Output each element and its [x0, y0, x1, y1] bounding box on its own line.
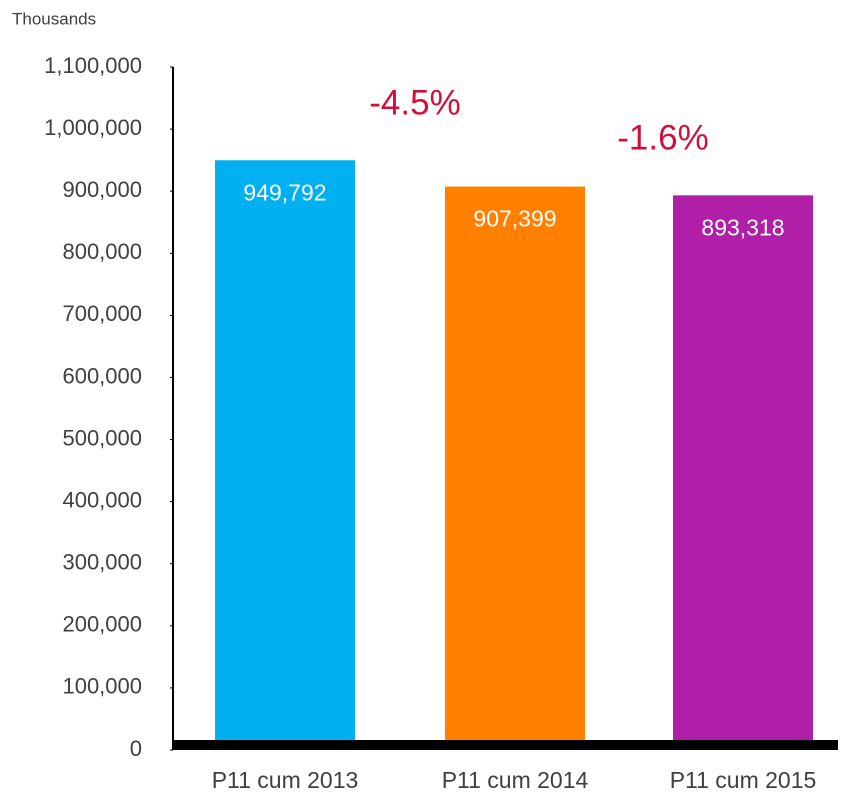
bar: [673, 195, 813, 750]
value-label: 893,318: [701, 214, 784, 240]
y-tick-label: 700,000: [62, 301, 142, 326]
y-tick-label: 900,000: [62, 177, 142, 202]
value-label: 907,399: [473, 206, 556, 232]
y-tick-label: 1,000,000: [44, 115, 142, 140]
x-tick-label: P11 cum 2013: [212, 767, 359, 793]
x-tick-label: P11 cum 2014: [442, 767, 589, 793]
baseline: [173, 740, 838, 750]
value-label: 949,792: [243, 179, 326, 205]
y-tick-label: 400,000: [62, 487, 142, 512]
bar: [215, 160, 355, 751]
annotation: -1.6%: [617, 118, 708, 157]
y-tick-label: 500,000: [62, 425, 142, 450]
bar: [445, 186, 585, 750]
y-tick-label: 200,000: [62, 612, 142, 637]
y-tick-label: 300,000: [62, 550, 142, 575]
y-axis-unit: Thousands: [12, 9, 96, 28]
y-tick-label: 0: [130, 736, 142, 761]
y-tick-label: 1,100,000: [44, 53, 142, 78]
y-tick-label: 800,000: [62, 239, 142, 264]
x-tick-label: P11 cum 2015: [670, 767, 817, 793]
y-tick-label: 600,000: [62, 363, 142, 388]
y-tick-label: 100,000: [62, 674, 142, 699]
annotation: -4.5%: [369, 83, 460, 122]
